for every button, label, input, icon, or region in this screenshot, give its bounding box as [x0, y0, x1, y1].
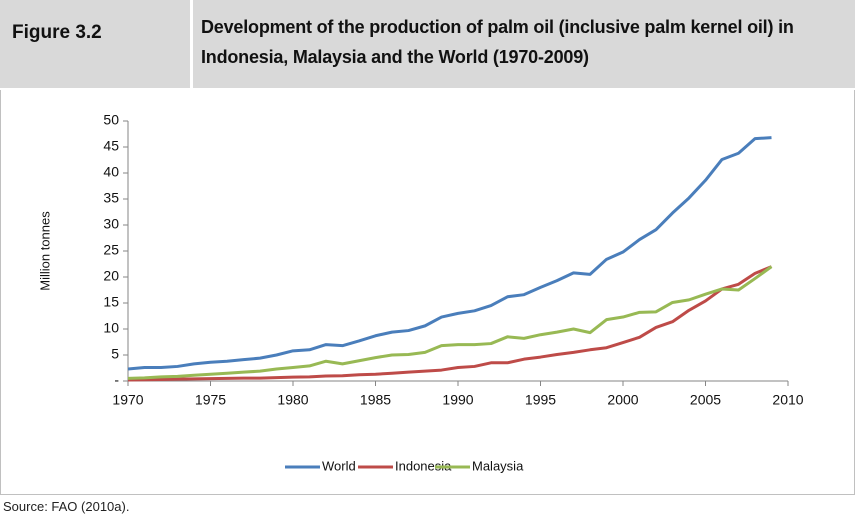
x-tick-label: 2000: [607, 392, 638, 408]
source-note: Source: FAO (2010a).: [3, 499, 130, 514]
y-tick-label: 45: [103, 138, 119, 154]
x-tick-label: 1980: [277, 392, 308, 408]
y-tick-label: 20: [103, 268, 119, 284]
series-line: [127, 136, 772, 371]
y-tick-label: 30: [103, 216, 119, 232]
y-tick-label: 35: [103, 190, 119, 206]
x-tick-label: 2005: [690, 392, 721, 408]
chart-title: Development of the production of palm oi…: [193, 0, 855, 88]
x-tick-label: 1975: [195, 392, 226, 408]
series-line: [127, 265, 773, 382]
y-tick-label: 15: [103, 294, 119, 310]
figure-label: Figure 3.2: [0, 0, 190, 88]
legend-label: World: [322, 458, 356, 473]
x-tick-label: 2010: [772, 392, 803, 408]
y-tick-label: 50: [103, 112, 119, 128]
x-tick-label: 1990: [442, 392, 473, 408]
y-tick-label: 10: [103, 320, 119, 336]
x-tick-label: 1995: [525, 392, 556, 408]
y-tick-label: -: [114, 372, 119, 388]
y-tick-label: 5: [111, 346, 119, 362]
legend-label: Indonesia: [395, 458, 452, 473]
legend-label: Malaysia: [472, 458, 524, 473]
y-tick-label: 40: [103, 164, 119, 180]
y-tick-label: 25: [103, 242, 119, 258]
series-line: [127, 265, 773, 380]
x-tick-label: 1970: [112, 392, 143, 408]
x-tick-label: 1985: [360, 392, 391, 408]
y-axis-label: Million tonnes: [37, 211, 52, 291]
